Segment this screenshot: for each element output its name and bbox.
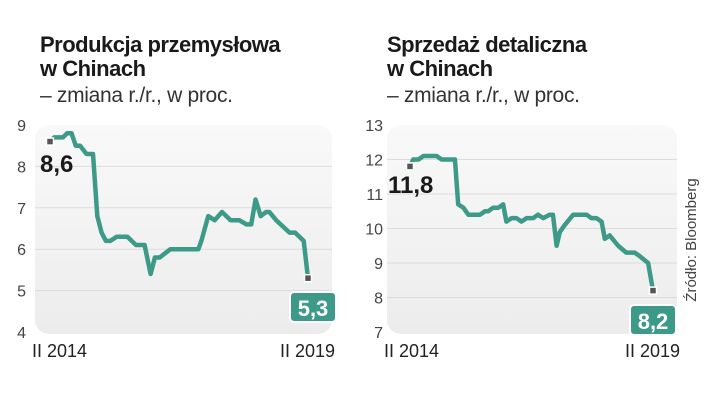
chart1-subtitle: – zmiana r./r., w proc. [40, 84, 233, 107]
y-tick-label: 6 [17, 242, 26, 259]
y-tick-label: 13 [365, 118, 383, 135]
chart1-title-line1: Produkcja przemysłowa [40, 32, 281, 57]
chart2-subtitle: – zmiana r./r., w proc. [387, 84, 580, 107]
y-tick-label: 9 [374, 256, 383, 273]
chart1-title-line2: w Chinach [40, 56, 146, 81]
y-tick-label: 10 [365, 222, 383, 239]
endpoint-marker [303, 273, 313, 283]
plot-background [387, 125, 677, 334]
x-tick-label: II 2014 [384, 341, 439, 361]
endpoint-marker [405, 162, 415, 171]
endpoint-marker [648, 286, 658, 295]
chart1-title: Produkcja przemysłowa w Chinach [40, 32, 281, 81]
y-tick-label: 8 [374, 291, 383, 308]
chart2-title-line2: w Chinach [387, 56, 493, 81]
series-line [48, 131, 311, 279]
series-line [407, 153, 656, 291]
y-tick-label: 8 [17, 159, 26, 176]
chart-2: 7 8 9 10 11 12 13 II 2014 II 2019 11,8 8,2 [365, 118, 680, 361]
x-tick-label: II 2019 [625, 341, 680, 361]
end-value-label: 5,3 [298, 296, 329, 321]
y-tick-label: 5 [17, 284, 26, 301]
end-value-label: 8,2 [638, 309, 669, 334]
y-tick-label: 11 [366, 187, 383, 204]
end-value-badge [629, 304, 677, 336]
end-value-badge [289, 291, 337, 323]
y-tick-label: 7 [17, 201, 26, 218]
y-tick-label: 4 [17, 325, 26, 342]
chart2-title: Sprzedaż detaliczna w Chinach [387, 33, 587, 81]
y-tick-label: 12 [365, 153, 383, 170]
endpoint-marker [45, 137, 55, 146]
y-tick-label: 9 [17, 118, 26, 135]
chart-1: 4 5 6 7 8 9 II 2014 II 2019 8,6 5,3 [17, 118, 337, 361]
x-tick-label: II 2019 [280, 341, 335, 361]
start-value-label: 11,8 [388, 172, 433, 199]
chart2-title-line1: Sprzedaż detaliczna [387, 32, 587, 57]
source-note: Źródło: Bloomberg [683, 178, 700, 301]
y-tick-label: 7 [374, 325, 383, 342]
plot-background [35, 125, 332, 334]
start-value-label: 8,6 [40, 151, 73, 178]
x-tick-label: II 2014 [32, 341, 87, 361]
